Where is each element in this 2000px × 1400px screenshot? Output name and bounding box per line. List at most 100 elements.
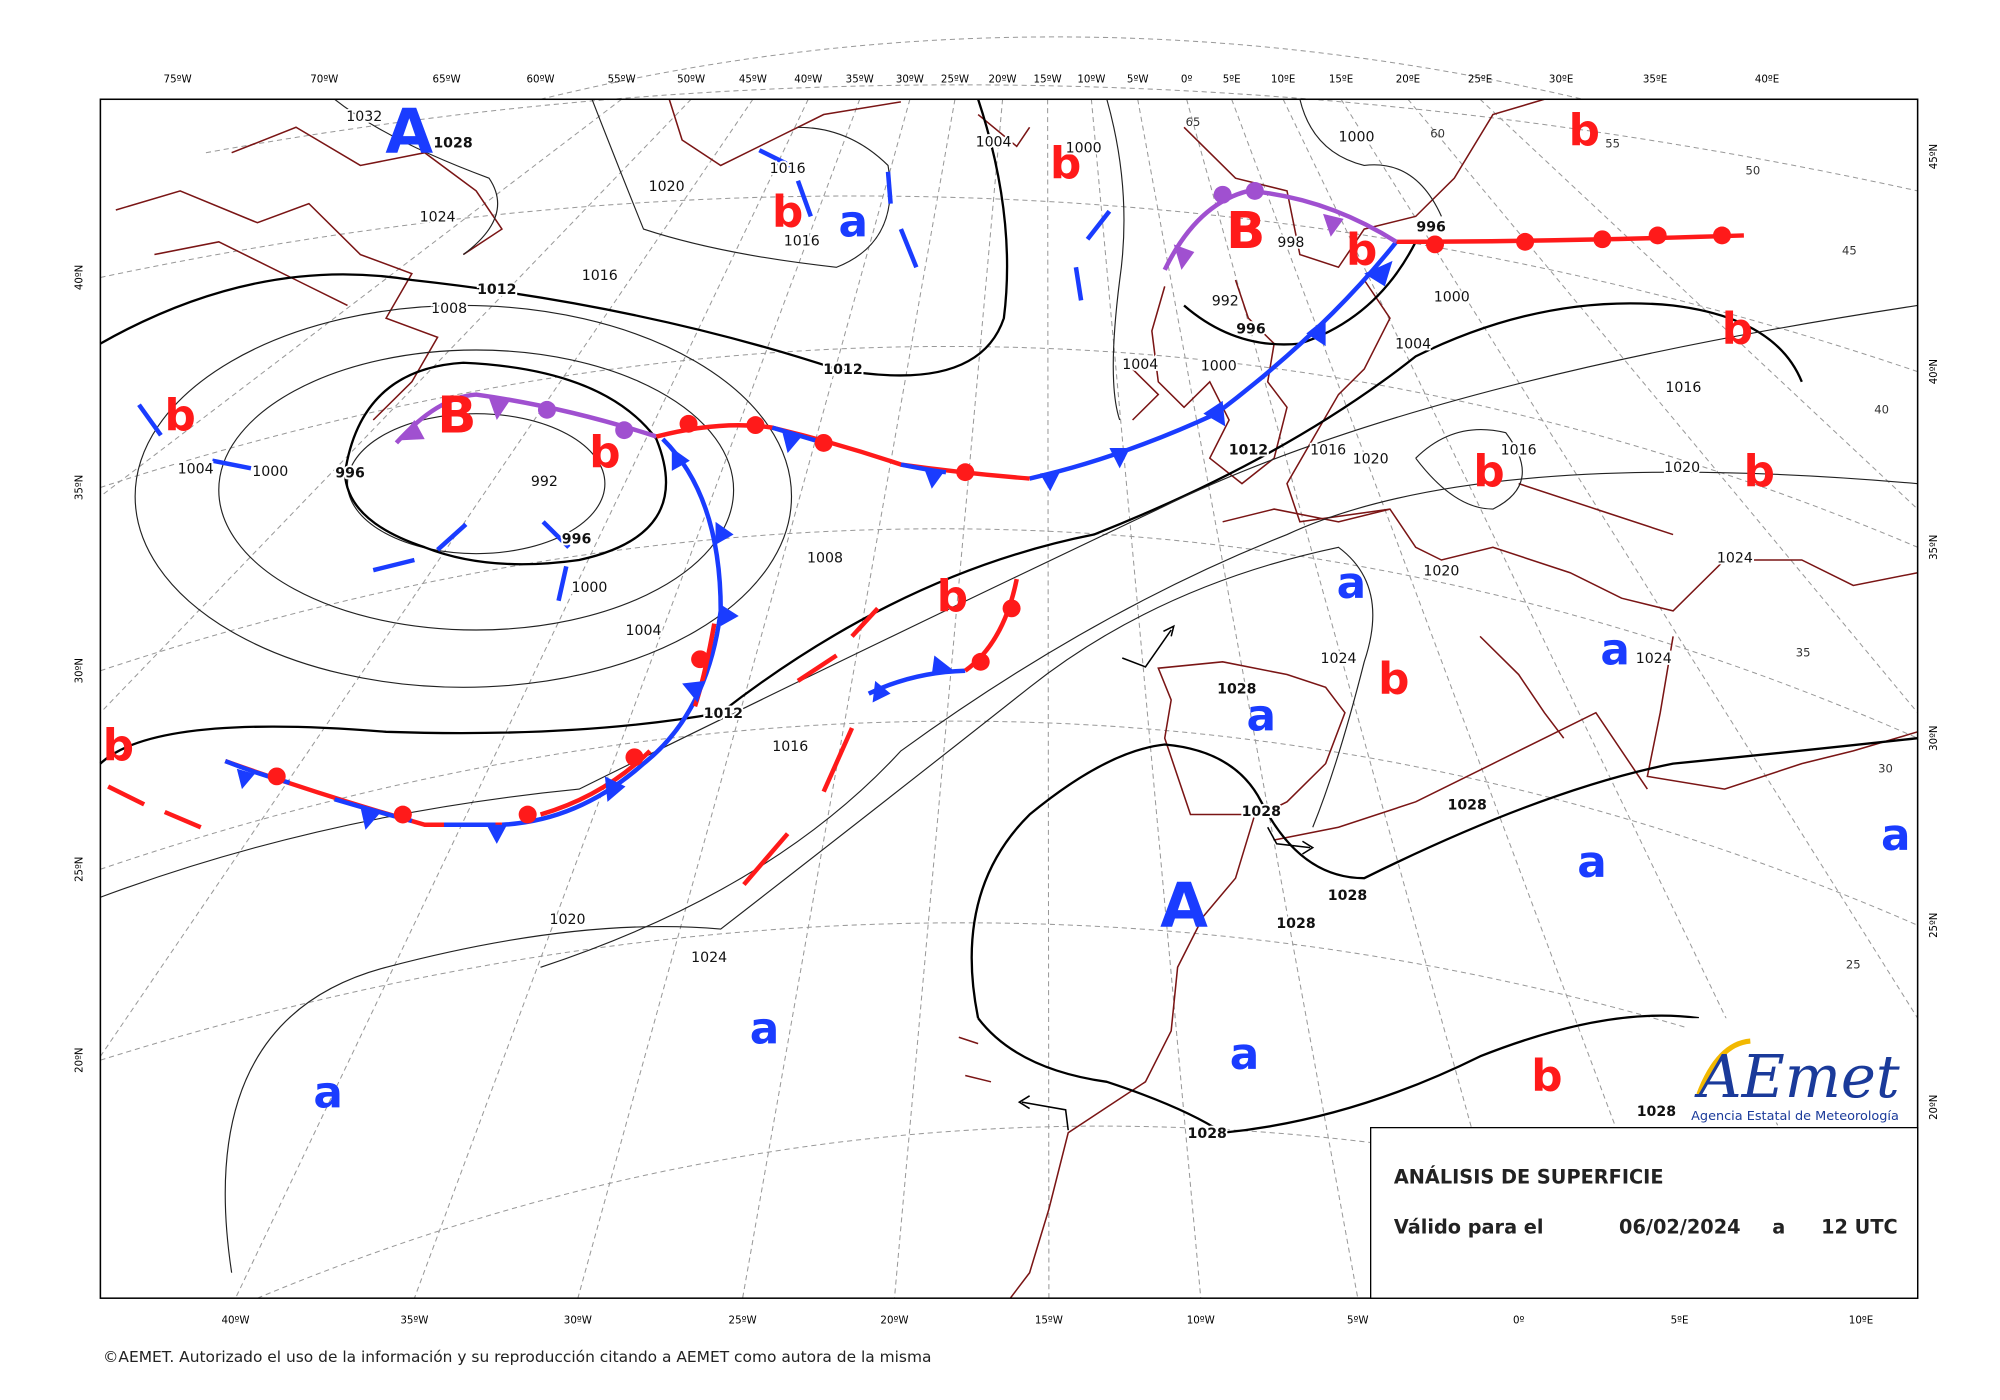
front-symbol (814, 434, 833, 452)
front-symbol (1364, 260, 1393, 287)
lat-label: 25ºN (1929, 913, 1940, 938)
grid-label: 40 (1874, 403, 1889, 417)
meridian (1231, 99, 1681, 1299)
lon-label: 5ºW (1127, 75, 1149, 86)
isobar (970, 737, 1918, 1019)
isobar-label: 1020 (1353, 451, 1389, 467)
occluded-front (394, 392, 658, 445)
pressure-center: a (839, 198, 869, 248)
trough (758, 148, 792, 168)
trough (541, 520, 571, 549)
lon-label: 75ºW (164, 75, 192, 86)
front-symbol (971, 652, 990, 671)
map-labels: 75ºW 70ºW 65ºW 60ºW 55ºW 50ºW 45ºW 40ºW 35ºW 30ºW… (74, 75, 1940, 1327)
meridian (577, 99, 911, 1299)
front-symbol (267, 767, 286, 786)
pressure-center: b (165, 391, 196, 441)
lon-label: 10ºW (1187, 1316, 1215, 1327)
trough (372, 557, 415, 573)
coast-north-america (115, 126, 504, 421)
lat-label: 35ºN (1929, 535, 1940, 560)
isobar-label: 1016 (1665, 380, 1701, 396)
isobar-label: 1012 (477, 282, 516, 298)
isobar (224, 546, 1374, 1273)
front-symbol (1039, 470, 1061, 492)
troughs (107, 148, 1112, 886)
lon-label: 40ºW (794, 75, 822, 86)
meridian (1090, 99, 1202, 1299)
isobar-label: 1000 (1434, 290, 1470, 306)
isobar-label: 992 (1212, 294, 1239, 310)
logo: AEmet Agencia Estatal de Meteorología (1685, 1018, 1916, 1124)
front-symbol (691, 650, 710, 669)
isobar-label: 1000 (252, 464, 288, 480)
arrow (1267, 826, 1315, 855)
front-symbol (1306, 318, 1326, 347)
front-symbol (518, 805, 537, 824)
isobar (134, 304, 793, 688)
front-symbol (1593, 230, 1612, 249)
lon-label: 60ºW (526, 75, 554, 86)
isobar-label: 996 (1236, 322, 1266, 338)
isobar-label: 1016 (582, 268, 618, 284)
coast-british-isles (1132, 279, 1288, 485)
isobar-label: 1020 (1423, 563, 1459, 579)
coast-islands (958, 635, 1565, 1083)
meridian (1137, 99, 1359, 1299)
front-symbol (486, 824, 508, 844)
pressure-center: b (1050, 139, 1081, 189)
trough (137, 403, 163, 437)
isobar-label: 1028 (433, 136, 472, 152)
pressure-center: a (750, 1005, 780, 1055)
grid-label: 55 (1605, 137, 1620, 151)
isobar-label: 1016 (784, 234, 820, 250)
isobar-label: 1024 (691, 950, 727, 966)
isobar-label: 1012 (1229, 442, 1268, 458)
isobar-label: 1012 (704, 706, 743, 722)
meridian (235, 99, 809, 1299)
wind-arrows (1017, 624, 1315, 1131)
logo-swoosh (1696, 1038, 1751, 1096)
trough (211, 458, 252, 471)
lon-label: 40ºW (221, 1316, 249, 1327)
front-symbol (537, 400, 556, 419)
pressure-center: a (1247, 692, 1277, 742)
pressure-center: B (437, 386, 476, 446)
isobar-label: 1028 (1242, 804, 1281, 820)
lon-label: 55ºW (608, 75, 636, 86)
front-symbol (924, 468, 945, 489)
isobar-label: 996 (335, 465, 365, 481)
meridian (100, 98, 692, 714)
isobar (1299, 99, 1442, 217)
isobar-label: 1020 (550, 912, 586, 928)
front-symbol (393, 805, 412, 824)
front-symbol (625, 748, 644, 767)
front-symbol (1002, 599, 1021, 618)
valid-time: 12 UTC (1821, 1215, 1898, 1238)
pressure-center: b (103, 721, 134, 771)
logo-subtitle: Agencia Estatal de Meteorología (1691, 1109, 1899, 1124)
isobar-label: 1000 (571, 580, 607, 596)
isobar-label: 998 (1277, 235, 1304, 251)
front-symbol (1173, 244, 1195, 270)
isobar (99, 302, 1803, 765)
lat-label: 30ºN (1929, 726, 1940, 751)
pressure-center: b (1744, 447, 1775, 497)
coast-greenland (668, 99, 1031, 167)
isobar-label: 996 (1416, 220, 1446, 236)
front-symbol (671, 448, 690, 471)
parallel (100, 345, 1918, 548)
isobar-label: 1024 (1636, 651, 1672, 667)
lat-label: 30ºN (74, 658, 85, 683)
coastlines (115, 98, 1918, 1299)
lon-label: 15ºW (1035, 1316, 1063, 1327)
isobar (591, 99, 891, 268)
lon-label: 0º (1181, 75, 1193, 86)
lat-label: 25ºN (74, 857, 85, 882)
isobar-label: 1000 (1066, 141, 1102, 157)
pressure-center: a (1337, 559, 1367, 609)
front-symbol (720, 604, 739, 627)
pressure-center: A (385, 97, 433, 168)
parallel (100, 720, 1918, 926)
